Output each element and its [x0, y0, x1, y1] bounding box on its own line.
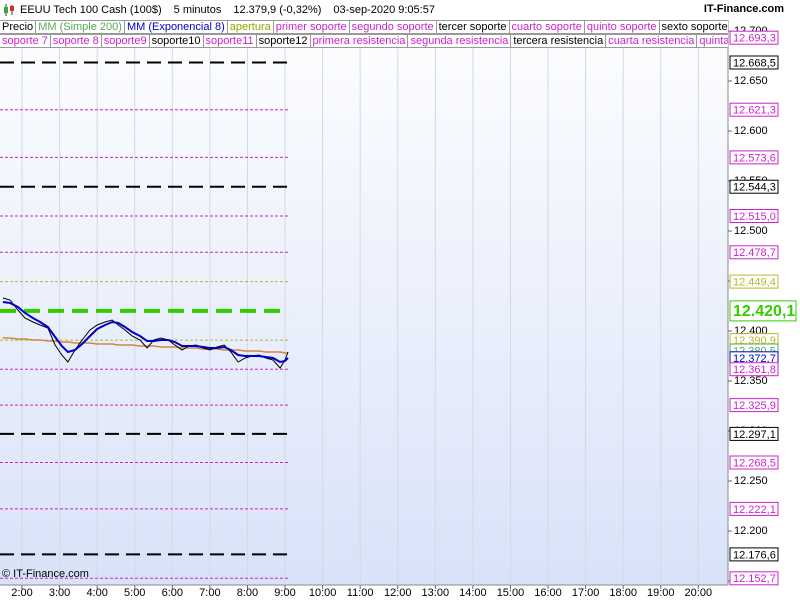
level-label: 12.621,3	[733, 105, 776, 117]
level-label: 12.361,8	[733, 364, 776, 376]
legend-entry: soporte11	[203, 34, 257, 48]
interval: 5 minutos	[173, 4, 222, 16]
legend-entry: sexto soporte	[659, 20, 728, 34]
last-price: 12.379,9 (-0,32%)	[233, 4, 322, 16]
level-label-box	[729, 102, 779, 117]
x-tick-label: 5:00	[124, 587, 145, 599]
y-tick-label: 12.600	[734, 125, 768, 137]
legend-row: Precio MM (Simple 200) MM (Exponencial 8) a…	[0, 20, 728, 34]
x-tick-label: 7:00	[199, 587, 220, 599]
x-tick-label: 16:00	[534, 587, 562, 599]
legend-entry: quinta resistencia	[697, 34, 728, 48]
level-label: 12.268,5	[733, 457, 776, 469]
legend-entry: soporte 7	[0, 34, 51, 48]
level-label: 12.297,1	[733, 429, 776, 441]
x-tick-label: 15:00	[497, 587, 525, 599]
legend-entry: cuarto soporte	[509, 20, 585, 34]
level-label-box	[729, 398, 779, 413]
legend-entry: soporte12	[256, 34, 311, 48]
level-label: 12.420,1	[733, 303, 795, 320]
level-label: 12.449,4	[733, 277, 776, 289]
logo-icon	[4, 4, 14, 16]
x-tick-label: 4:00	[86, 587, 107, 599]
level-label-box	[729, 245, 779, 260]
level-label-box	[729, 30, 779, 45]
x-tick-label: 8:00	[237, 587, 258, 599]
legend-entry: primer soporte	[273, 20, 350, 34]
legend-entry: tercer soporte	[436, 20, 510, 34]
y-tick-label: 12.200	[734, 525, 768, 537]
legend-entry: cuarta resistencia	[606, 34, 698, 48]
x-tick-label: 3:00	[49, 587, 70, 599]
level-label-box	[729, 501, 779, 516]
legend-entry: soporte9	[101, 34, 150, 48]
copyright: © IT-Finance.com	[2, 568, 89, 580]
x-tick-label: 10:00	[309, 587, 337, 599]
legend-entry: MM (Simple 200)	[36, 20, 125, 34]
level-label: 12.544,3	[733, 182, 776, 194]
legend-entry: tercera resistencia	[511, 34, 607, 48]
level-label: 12.176,6	[733, 549, 776, 561]
level-label-box	[729, 362, 779, 377]
x-axis-area	[0, 585, 728, 600]
legend-row: soporte 7 soporte 8 soporte9 soporte10 sopor…	[0, 34, 728, 48]
level-label-box	[729, 55, 779, 70]
level-label: 12.478,7	[733, 247, 776, 259]
legend-entry: segunda resistencia	[408, 34, 512, 48]
legend-entry: soporte10	[149, 34, 204, 48]
x-tick-label: 2:00	[11, 587, 32, 599]
level-label-box	[729, 571, 779, 586]
datetime: 03-sep-2020 9:05:57	[333, 4, 435, 16]
lines	[2, 297, 289, 369]
grid	[21, 0, 699, 585]
x-tick-label: 9:00	[274, 587, 295, 599]
header: EEUU Tech 100 Cash (100$) 5 minutos 12.3…	[0, 0, 800, 20]
level-labels: 12.693,3 12.668,5 12.621,3 12.573,6 12.544,3…	[729, 30, 797, 586]
level-label-box	[729, 209, 779, 223]
level-label-box	[729, 455, 779, 470]
legend-entry: MM (Exponencial 8)	[124, 20, 228, 34]
level-label: 12.515,0	[733, 211, 776, 223]
y-tick-label: 12.350	[734, 375, 768, 387]
level-label: 12.693,3	[733, 33, 776, 45]
x-tick-label: 18:00	[609, 587, 637, 599]
x-tick-label: 13:00	[422, 587, 450, 599]
plot-area	[0, 0, 728, 585]
x-tick-label: 14:00	[459, 587, 487, 599]
y-tick-label: 12.250	[734, 475, 768, 487]
level-label: 12.573,6	[733, 152, 776, 164]
x-tick-label: 19:00	[647, 587, 675, 599]
level-label: 12.222,1	[733, 504, 776, 516]
x-tick-label: 17:00	[572, 587, 600, 599]
level-label-box	[729, 300, 797, 322]
y-tick-label: 12.500	[734, 225, 768, 237]
series-line	[2, 297, 289, 369]
legend-entry: segundo soporte	[349, 20, 437, 34]
legend-entry: primera resistencia	[310, 34, 409, 48]
legend-entry: Precio	[0, 20, 37, 34]
legend-entry: soporte 8	[50, 34, 102, 48]
legend-entry: quinto soporte	[584, 20, 660, 34]
x-tick-label: 6:00	[162, 587, 183, 599]
y-axis-area	[728, 0, 800, 600]
x-tick-label: 20:00	[685, 587, 713, 599]
y-tick-label: 12.650	[734, 75, 768, 87]
legend-entry: apertura	[227, 20, 274, 34]
series-line	[2, 301, 289, 364]
level-label: 12.325,9	[733, 400, 776, 412]
level-label-box	[729, 150, 779, 165]
level-label-box	[729, 179, 779, 194]
level-label-box	[729, 274, 779, 289]
x-tick-label: 11:00	[347, 587, 374, 599]
level-label-box	[729, 547, 779, 562]
instrument: EEUU Tech 100 Cash (100$)	[20, 4, 162, 16]
level-label: 12.668,5	[733, 57, 776, 69]
level-label: 12.152,7	[733, 573, 776, 585]
level-label-box	[729, 426, 779, 441]
brand: IT-Finance.com	[703, 3, 784, 15]
levels	[0, 37, 289, 579]
x-tick-label: 12:00	[384, 587, 412, 599]
